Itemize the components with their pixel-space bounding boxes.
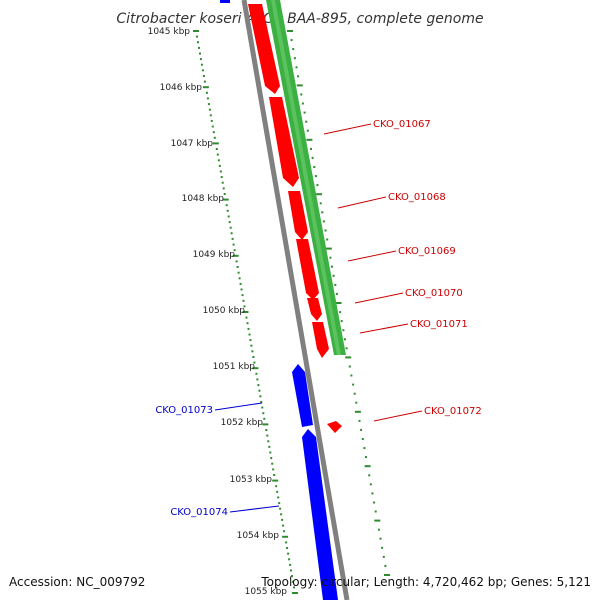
callout-line <box>323 123 372 135</box>
scale-label: 1048 kbp <box>182 194 225 204</box>
scale-label: 1054 kbp <box>237 531 280 541</box>
callouts-right: CKO_01067 CKO_01068 CKO_01069 CKO_01070 … <box>323 119 482 422</box>
callout-line <box>229 505 280 513</box>
scale-label: 1050 kbp <box>203 306 246 316</box>
scale-label: 1046 kbp <box>160 83 203 93</box>
gene-label-left: CKO_01073 <box>155 405 213 416</box>
outer-dotted-track <box>287 30 390 576</box>
gene-arrow-red <box>248 4 280 94</box>
gene-arrow-red <box>307 298 322 321</box>
gene-label-right: CKO_01067 <box>373 119 431 130</box>
scale-label: 1055 kbp <box>245 587 288 597</box>
blue-gene-fragment <box>220 0 230 3</box>
gene-arrow-red <box>269 97 299 187</box>
genome-summary: Topology: circular; Length: 4,720,462 bp… <box>260 575 591 589</box>
callouts-left: CKO_01073 CKO_01074 <box>155 402 280 518</box>
gene-label-right: CKO_01069 <box>398 246 456 257</box>
blue-genes <box>292 364 338 600</box>
scale-label: 1045 kbp <box>148 27 191 37</box>
callout-line <box>354 292 404 304</box>
genome-backbone <box>241 0 350 600</box>
scale-label: 1049 kbp <box>193 250 236 260</box>
gene-arrow-red-small <box>327 421 342 433</box>
scale-label: 1052 kbp <box>221 418 264 428</box>
accession-label: Accession: NC_009792 <box>9 575 145 589</box>
gene-arrow-red <box>288 191 308 240</box>
gene-label-right: CKO_01070 <box>405 288 463 299</box>
gene-arrow-red <box>296 239 319 300</box>
gene-arrow-blue <box>292 364 313 427</box>
map-title: Citrobacter koseri ATCC BAA-895, complet… <box>116 11 483 27</box>
callout-line <box>373 410 423 422</box>
scale-label: 1051 kbp <box>213 362 256 372</box>
green-feature-track <box>266 0 346 355</box>
scale-label: 1053 kbp <box>230 475 273 485</box>
callout-line <box>337 196 387 209</box>
callout-line <box>347 250 397 262</box>
scale-labels: 1045 kbp 1046 kbp 1047 kbp 1048 kbp 1049… <box>148 27 288 597</box>
gene-label-left: CKO_01074 <box>170 507 228 518</box>
gene-label-right: CKO_01072 <box>424 406 482 417</box>
green-track-highlight <box>271 0 341 355</box>
gene-label-right: CKO_01071 <box>410 319 468 330</box>
callout-line <box>359 323 409 334</box>
red-genes <box>248 4 342 433</box>
gene-arrow-red <box>312 322 329 358</box>
gene-label-right: CKO_01068 <box>388 192 446 203</box>
scale-tick-track <box>193 30 298 594</box>
scale-label: 1047 kbp <box>171 139 214 149</box>
gene-arrow-blue <box>302 429 338 600</box>
callout-line <box>214 402 263 411</box>
